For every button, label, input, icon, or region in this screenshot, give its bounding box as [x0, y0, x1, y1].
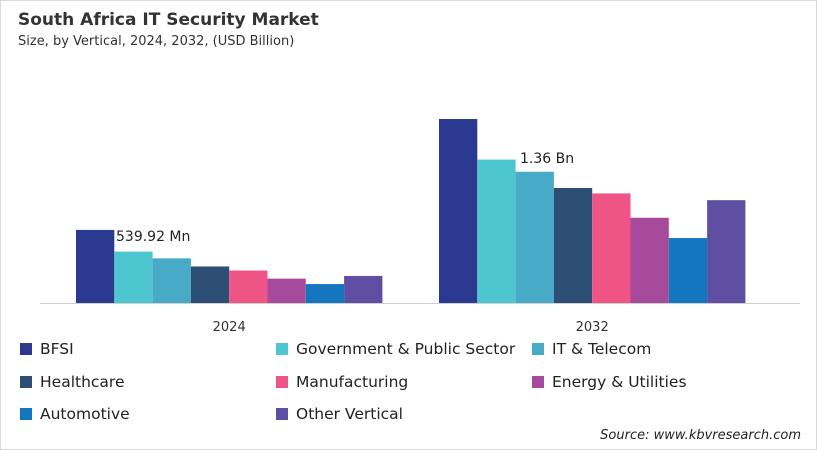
legend-item: Government & Public Sector: [276, 340, 515, 358]
legend-label: BFSI: [40, 340, 74, 358]
x-tick-label: 2024: [213, 320, 246, 335]
legend-label: Automotive: [40, 405, 130, 423]
bar-2032-3: [553, 188, 593, 303]
legend-label: Other Vertical: [296, 405, 403, 423]
legend-item: Energy & Utilities: [532, 373, 687, 391]
data-label: 539.92 Mn: [116, 229, 190, 245]
legend-item: Manufacturing: [276, 373, 408, 391]
bar-2024-3: [190, 266, 230, 303]
legend-swatch: [276, 343, 288, 355]
bar-2032-0: [439, 119, 478, 303]
legend-swatch: [532, 343, 544, 355]
chart-subtitle: Size, by Vertical, 2024, 2032, (USD Bill…: [18, 34, 295, 49]
bar-2024-7: [344, 275, 383, 303]
legend-swatch: [20, 376, 32, 388]
legend-swatch: [20, 408, 32, 420]
x-tick-label: 2032: [576, 320, 609, 335]
legend-item: Healthcare: [20, 373, 125, 391]
bar-2024-5: [267, 278, 306, 303]
bar-2032-6: [668, 238, 708, 303]
bar-2032-7: [707, 200, 746, 303]
bar-2032-2: [515, 171, 554, 303]
legend-label: Energy & Utilities: [552, 373, 687, 391]
legend-label: IT & Telecom: [552, 340, 652, 358]
legend-swatch: [532, 376, 544, 388]
legend-label: Healthcare: [40, 373, 125, 391]
bar-2024-2: [152, 258, 191, 303]
bar-2024-4: [229, 270, 268, 303]
source-note: Source: www.kbvresearch.com: [600, 428, 801, 443]
bar-2032-1: [477, 159, 516, 303]
data-label: 1.36 Bn: [520, 151, 574, 167]
legend-label: Manufacturing: [296, 373, 409, 391]
legend-swatch: [276, 408, 288, 420]
legend-item: IT & Telecom: [532, 340, 651, 358]
legend-item: Automotive: [20, 405, 130, 423]
bar-2024-0: [76, 229, 115, 303]
legend-item: BFSI: [20, 340, 74, 358]
legend-swatch: [20, 343, 32, 355]
bar-2032-4: [592, 193, 631, 303]
legend-item: Other Vertical: [276, 405, 403, 423]
legend-label: Government & Public Sector: [296, 340, 516, 358]
legend-swatch: [276, 376, 288, 388]
bar-2024-1: [114, 251, 153, 303]
chart-title: South Africa IT Security Market: [18, 10, 319, 30]
bar-2032-5: [630, 217, 669, 303]
bar-2024-6: [305, 284, 345, 303]
